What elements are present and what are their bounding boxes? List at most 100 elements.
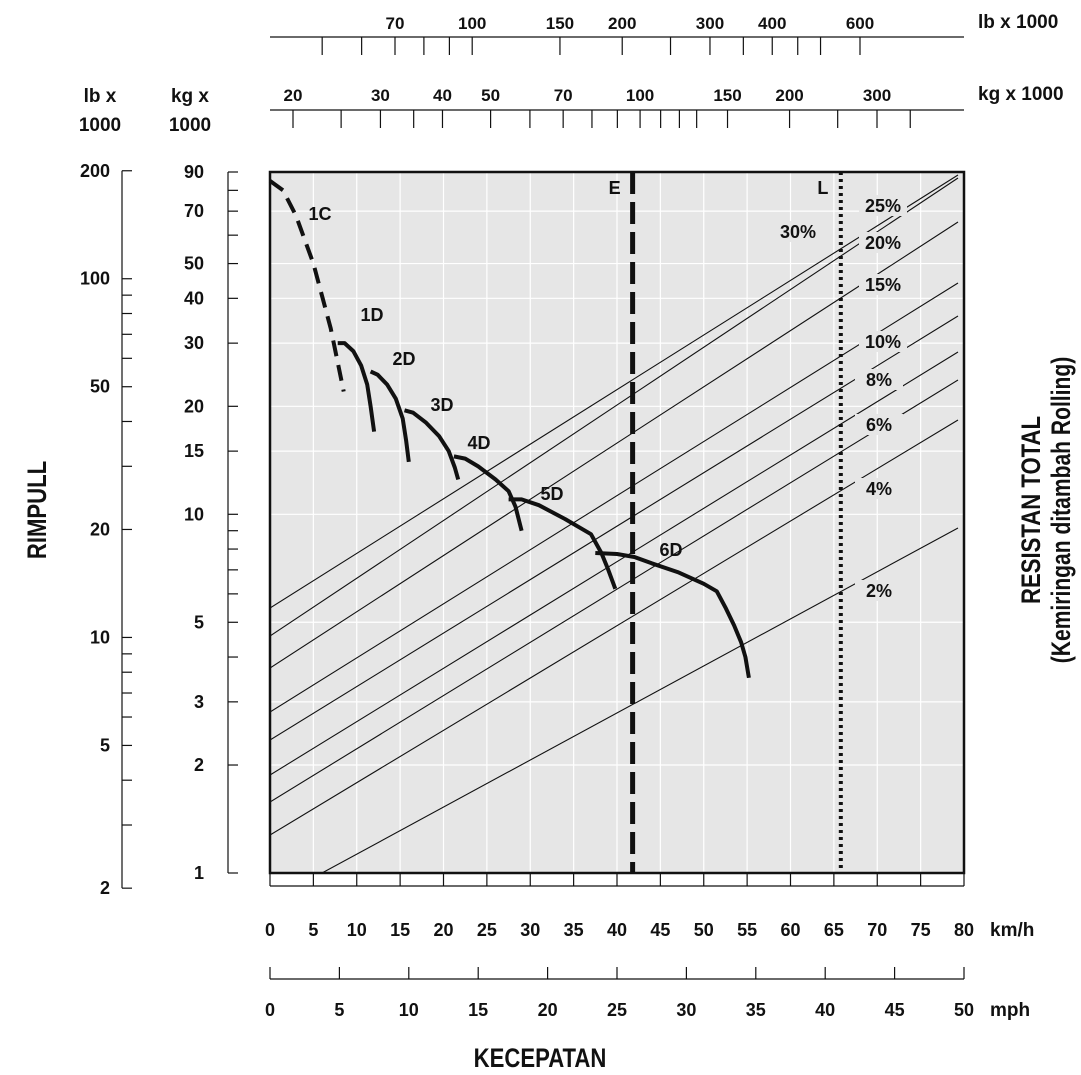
kg-axis-label: 50	[184, 254, 204, 274]
kg-weight-axis-label: 50	[481, 86, 500, 105]
gear-curve-label: 3D	[430, 395, 453, 415]
gear-curve	[453, 454, 524, 532]
grade-label-bg	[855, 580, 903, 601]
grade-lines-clipped	[270, 174, 959, 873]
mph-axis-label: 50	[954, 1000, 974, 1020]
kmh-axis-label: 10	[347, 920, 367, 940]
gear-curve-label: 2D	[392, 349, 415, 369]
reference-line-label: E	[609, 178, 621, 198]
grade-label-bg	[774, 221, 822, 242]
gear-curves: 1C 1D 2D 3D 4D 5D 6D	[268, 179, 751, 679]
kg-axis-header: kg x	[171, 86, 209, 107]
kg-axis-label: 15	[184, 441, 204, 461]
grade-line	[321, 527, 959, 873]
kmh-axis-label: 35	[564, 920, 584, 940]
kg-weight-axis-label: 40	[433, 86, 452, 105]
grade-label: 15%	[865, 275, 901, 295]
kmh-axis-label: 50	[694, 920, 714, 940]
y-axis-title-right-1: RESISTAN TOTAL	[1017, 416, 1047, 604]
lb-axis-header: 1000	[79, 115, 121, 136]
mph-axis-label: 35	[746, 1000, 766, 1020]
grade-label: 25%	[865, 196, 901, 216]
grade-line	[270, 174, 959, 609]
lb-weight-axis-label: 70	[386, 14, 405, 33]
lb-axis-label: 10	[90, 627, 110, 647]
mph-axis-unit: mph	[990, 1000, 1030, 1021]
x-axis-title: KECEPATAN	[474, 1044, 607, 1074]
grid-lines	[270, 172, 964, 873]
grade-label: 10%	[865, 332, 901, 352]
gear-curve-label: 1D	[360, 305, 383, 325]
gear-curve	[508, 497, 618, 590]
kg-weight-axis-label: 20	[284, 86, 303, 105]
gear-curve	[268, 179, 346, 392]
kg-weight-axis-label: 200	[775, 86, 803, 105]
kmh-axis-label: 0	[265, 920, 275, 940]
kg-weight-axis-label: 100	[626, 86, 654, 105]
plot-frame	[268, 170, 966, 875]
kg-axis-label: 30	[184, 333, 204, 353]
grade-label: 4%	[866, 479, 892, 499]
lb-axis-label: 2	[100, 878, 110, 898]
gear-curve	[337, 341, 377, 432]
axis-titles: KECEPATAN RIMPULL RESISTAN TOTAL (Kemiri…	[23, 357, 1077, 1074]
grade-line	[270, 282, 959, 713]
kmh-axis-label: 70	[867, 920, 887, 940]
mph-axis-label: 40	[815, 1000, 835, 1020]
mph-axis-label: 5	[334, 1000, 344, 1020]
kmh-axis-label: 75	[911, 920, 931, 940]
grade-line	[270, 315, 959, 741]
kmh-axis-label: 45	[650, 920, 670, 940]
kmh-axis-label: 25	[477, 920, 497, 940]
kmh-axis-unit: km/h	[990, 920, 1034, 941]
kg-axis-label: 90	[184, 162, 204, 182]
kg-axis-label: 10	[184, 504, 204, 524]
gear-curve-label: 6D	[659, 540, 682, 560]
grade-label-bg	[859, 274, 907, 295]
mph-axis-label: 0	[265, 1000, 275, 1020]
kmh-axis-label: 30	[520, 920, 540, 940]
grade-line	[270, 351, 959, 776]
gear-curve	[403, 408, 461, 481]
grade-label-bg	[859, 331, 907, 352]
lb-axis-label: 50	[90, 377, 110, 397]
grade-line	[270, 177, 959, 637]
kmh-axis-label: 40	[607, 920, 627, 940]
kg-axis-label: 20	[184, 396, 204, 416]
kg-axis-header: 1000	[169, 115, 211, 136]
kg-weight-axis-label: 70	[554, 86, 573, 105]
kg-axis-label: 2	[194, 755, 204, 775]
lb-weight-axis-label: 400	[758, 14, 786, 33]
kg-axis-label: 40	[184, 288, 204, 308]
kmh-axis-label: 20	[433, 920, 453, 940]
mph-axis-label: 25	[607, 1000, 627, 1020]
grade-lines: 30% 25% 20% 15% 10% 8% 6% 4% 2%	[270, 174, 959, 873]
grade-label-bg	[859, 195, 907, 216]
lb-axis-label: 5	[100, 735, 110, 755]
kmh-axis-label: 5	[308, 920, 318, 940]
kmh-axis-label: 15	[390, 920, 410, 940]
kg-weight-axis-label: 300	[863, 86, 891, 105]
grade-label: 30%	[780, 222, 816, 242]
gear-curve-label: 5D	[540, 484, 563, 504]
kg-weight-axis-label: 30	[371, 86, 390, 105]
lb-weight-axis-unit: lb x 1000	[978, 12, 1058, 33]
kg-weight-axis-label: 150	[713, 86, 741, 105]
lb-axis-label: 100	[80, 269, 110, 289]
mph-axis-label: 45	[885, 1000, 905, 1020]
mph-axis-label: 20	[538, 1000, 558, 1020]
kg-axis-label: 5	[194, 612, 204, 632]
gear-curve-label: 1C	[308, 204, 331, 224]
mph-axis-label: 15	[468, 1000, 488, 1020]
grade-label-bg	[855, 414, 903, 435]
lb-weight-axis-label: 600	[846, 14, 874, 33]
grade-label-bg	[855, 478, 903, 499]
grade-line	[270, 419, 959, 836]
kg-weight-axis-unit: kg x 1000	[978, 84, 1064, 105]
gear-curve-label: 4D	[467, 433, 490, 453]
mph-axis-label: 10	[399, 1000, 419, 1020]
grade-label: 8%	[866, 370, 892, 390]
grade-line	[270, 221, 959, 669]
